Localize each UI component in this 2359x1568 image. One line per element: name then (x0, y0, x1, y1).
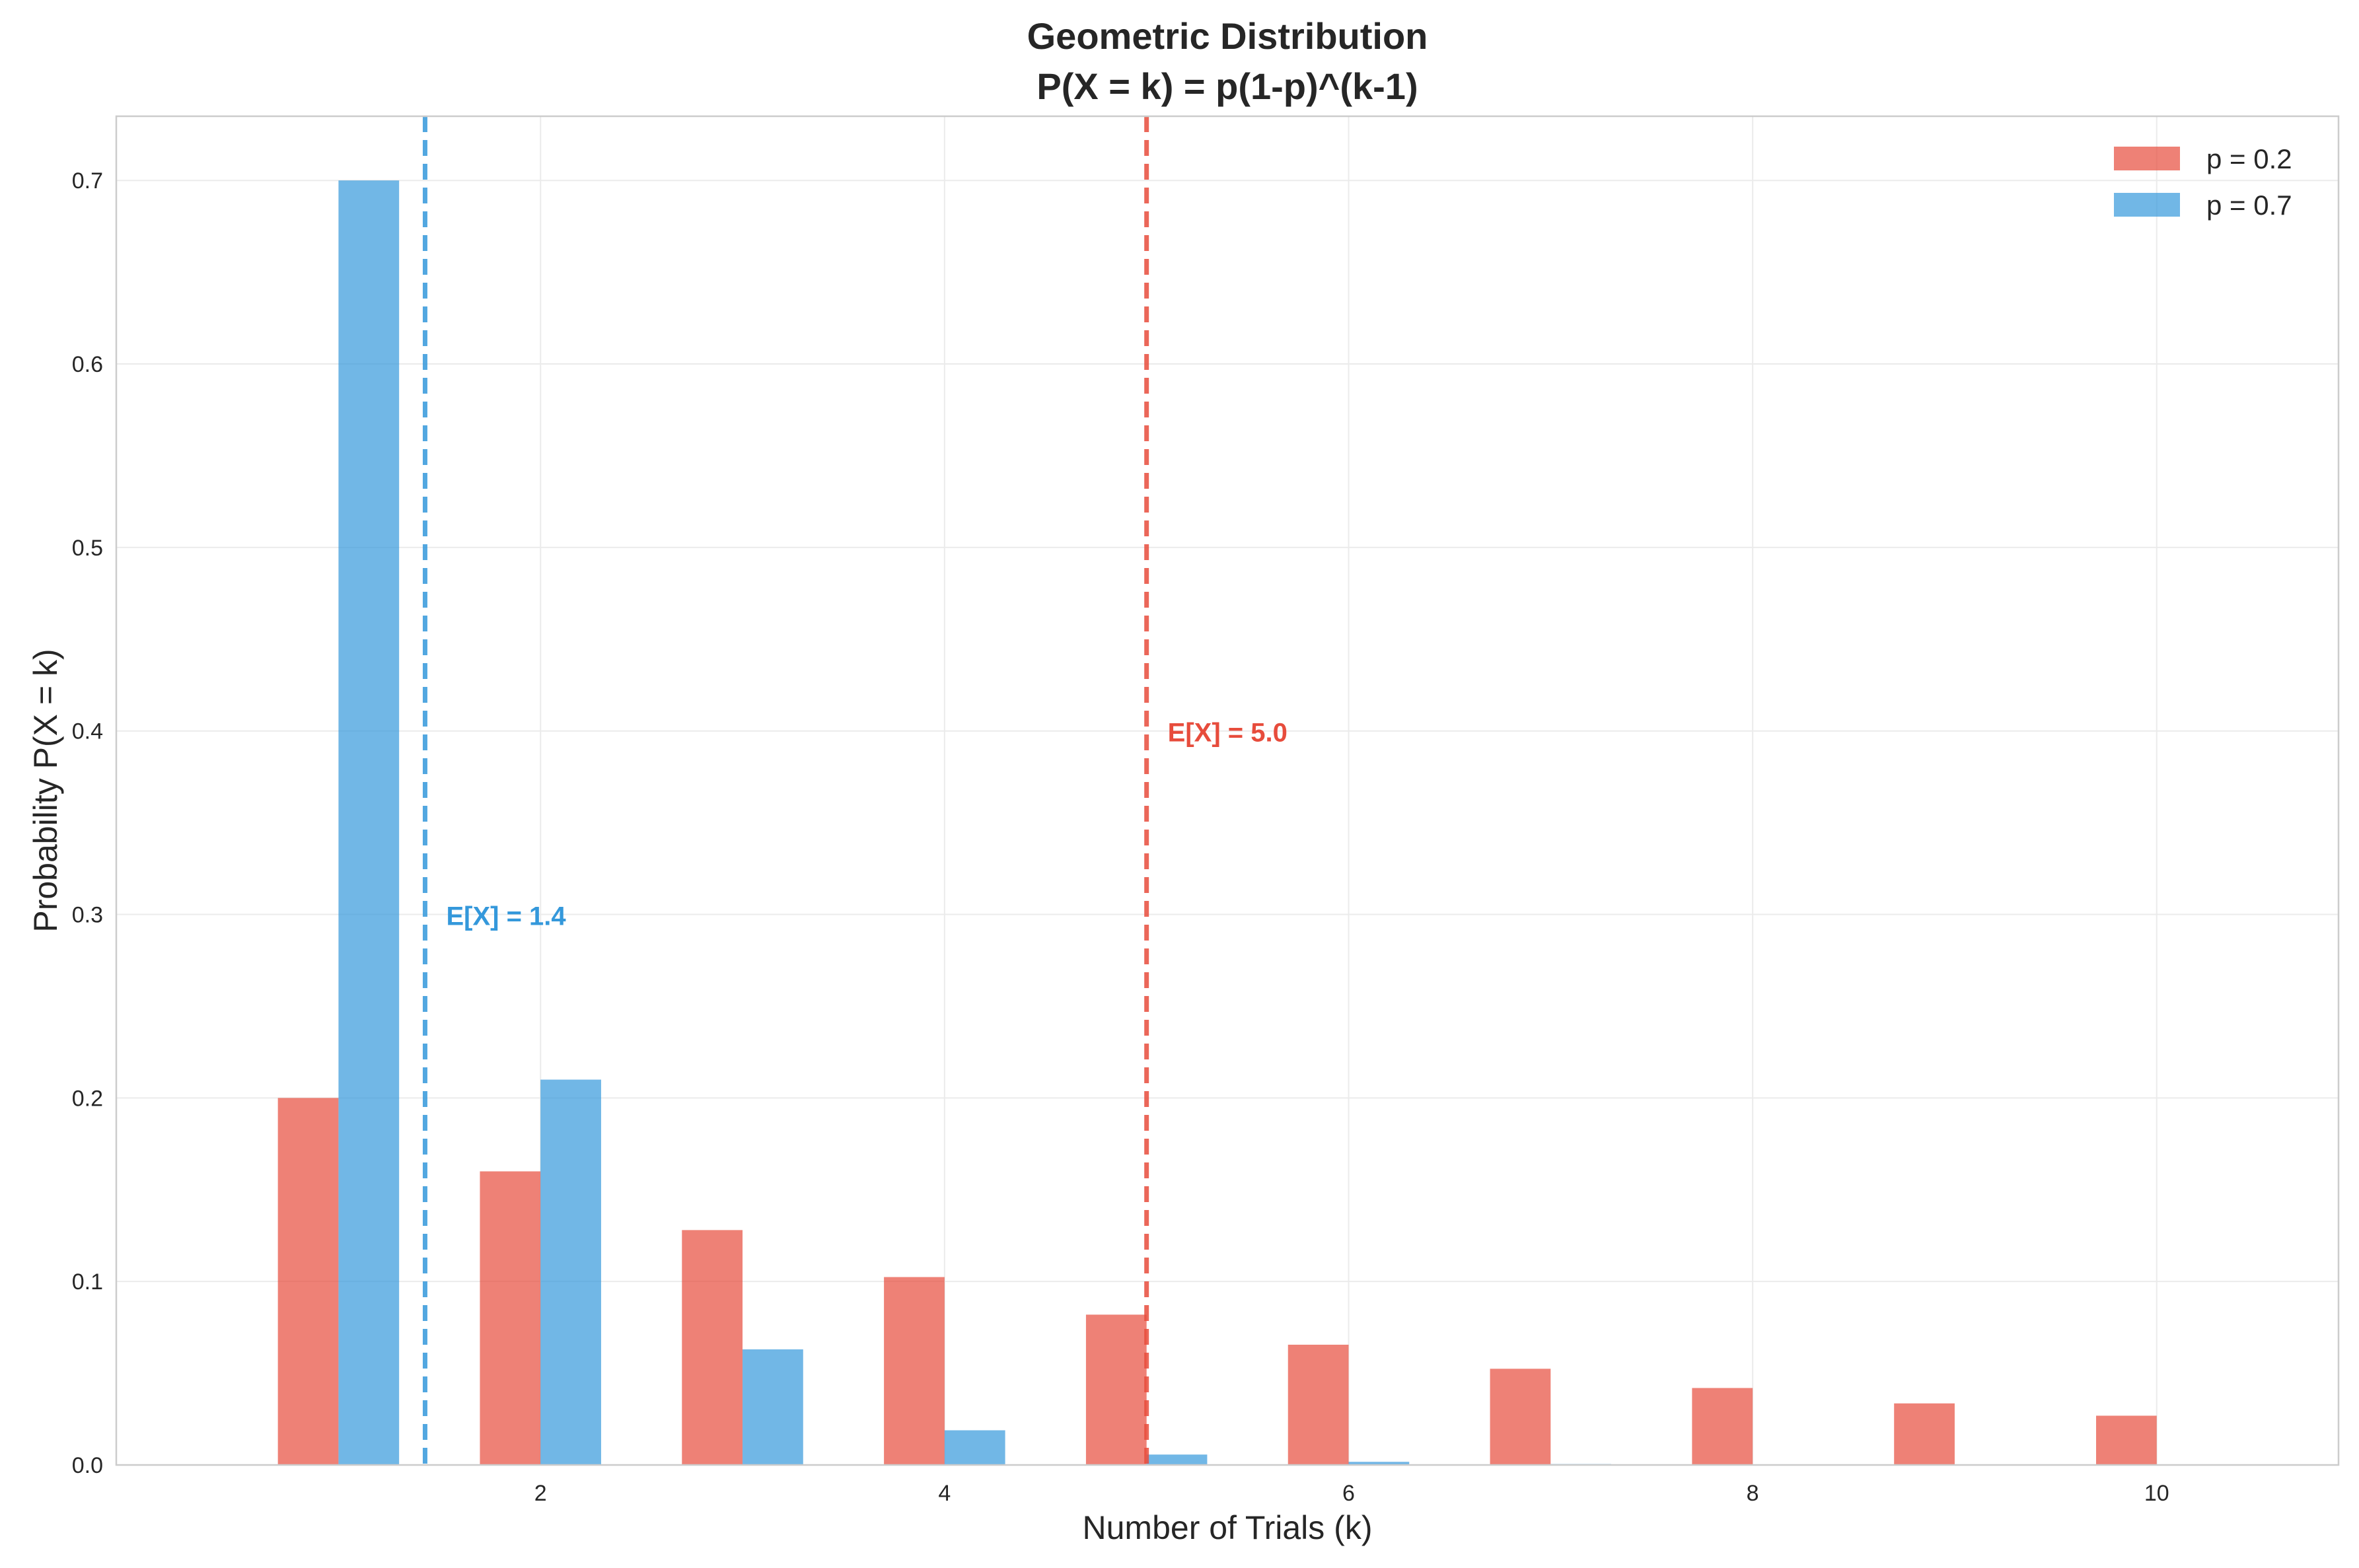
legend-label-series-1: p = 0.2 (2206, 143, 2292, 174)
chart-subtitle: P(X = k) = p(1-p)^(k-1) (1036, 65, 1418, 107)
bar-series-1-k-7 (1490, 1369, 1551, 1465)
tick-labels: 2 4 6 8 10 0.0 0.1 0.2 0.3 0.4 0.5 0.6 0.7 (72, 168, 2169, 1506)
bar-series-1-k-2 (480, 1171, 541, 1465)
bar-series-1-k-9 (1894, 1403, 1955, 1465)
x-tick-label: 6 (1342, 1481, 1355, 1506)
bar-series-1-k-10 (2096, 1415, 2157, 1465)
x-tick-label: 8 (1747, 1481, 1759, 1506)
bar-series-2-k-6 (1348, 1462, 1410, 1465)
y-tick-label: 0.0 (72, 1453, 103, 1478)
mean-lines: E[X] = 5.0 E[X] = 1.4 (422, 116, 1288, 1465)
y-tick-label: 0.4 (72, 719, 103, 744)
legend-label-series-2: p = 0.7 (2206, 190, 2292, 221)
mean-label-series-1: E[X] = 5.0 (1168, 719, 1288, 748)
bar-series-1-k-5 (1085, 1314, 1147, 1465)
grid-lines (116, 116, 2339, 1466)
y-tick-label: 0.2 (72, 1086, 103, 1111)
bar-series-1-k-1 (277, 1098, 339, 1465)
bar-series-1-k-6 (1288, 1344, 1349, 1465)
x-tick-label: 10 (2144, 1481, 2169, 1506)
x-tick-label: 4 (938, 1481, 951, 1506)
plot-area-frame (115, 115, 2340, 1466)
legend: p = 0.2 p = 0.7 (2114, 143, 2292, 221)
x-tick-label: 2 (534, 1481, 547, 1506)
legend-swatch-series-1 (2114, 147, 2180, 170)
bar-series-1-k-3 (682, 1230, 743, 1465)
bar-series-1-k-4 (884, 1277, 945, 1465)
bar-series-2-k-4 (944, 1430, 1005, 1465)
chart-title: Geometric Distribution (1027, 15, 1428, 57)
y-axis-label: Probability P(X = k) (27, 649, 64, 932)
y-tick-label: 0.3 (72, 903, 103, 928)
y-tick-label: 0.1 (72, 1269, 103, 1295)
x-axis-label: Number of Trials (k) (1083, 1509, 1373, 1546)
bar-series-2-k-2 (540, 1079, 601, 1465)
bar-series-1-k-8 (1692, 1388, 1753, 1465)
bar-series-2-k-1 (338, 180, 400, 1466)
mean-label-series-2: E[X] = 1.4 (446, 902, 566, 931)
legend-swatch-series-2 (2114, 193, 2180, 217)
y-tick-label: 0.7 (72, 168, 103, 194)
bar-series-2-k-5 (1146, 1454, 1208, 1465)
bars (277, 180, 2218, 1466)
y-tick-label: 0.6 (72, 352, 103, 377)
y-tick-label: 0.5 (72, 536, 103, 561)
bar-series-2-k-3 (743, 1349, 803, 1465)
